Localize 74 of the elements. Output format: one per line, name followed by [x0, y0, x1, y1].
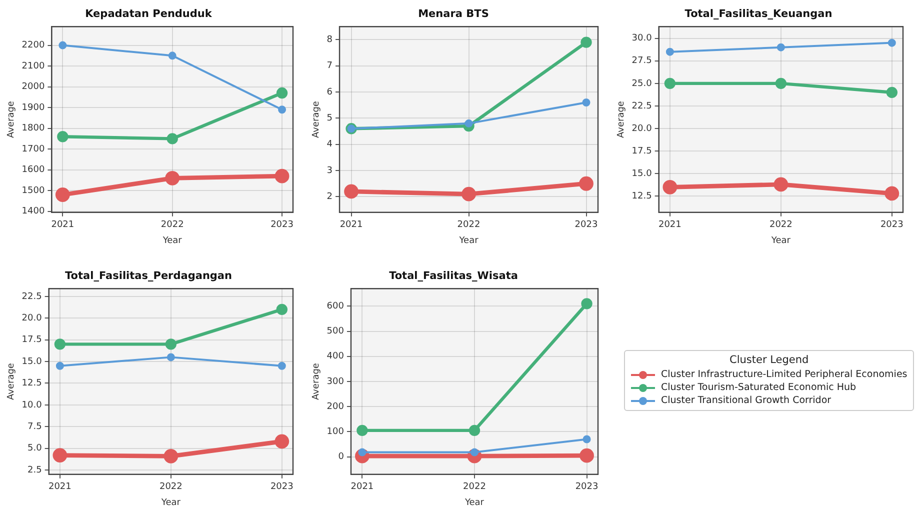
- y-tick-label: 15.0: [632, 168, 652, 179]
- y-tick-label: 6: [326, 87, 333, 98]
- y-tick-label: 4: [326, 140, 333, 150]
- y-tick-label: 1800: [22, 124, 45, 134]
- x-tick-label: 2021: [51, 220, 74, 230]
- y-tick-label: 8: [326, 35, 333, 46]
- y-tick-label: 1500: [22, 186, 45, 196]
- y-tick-label: 5: [326, 114, 333, 124]
- chart-title: Kepadatan Penduduk: [85, 8, 213, 20]
- chart-title: Total_Fasilitas_Wisata: [389, 270, 518, 282]
- y-tick-label: 22.5: [22, 292, 42, 302]
- x-tick-label: 2022: [159, 482, 182, 492]
- y-tick-label: 30.0: [632, 34, 652, 44]
- y-tick-label: 7.5: [28, 422, 42, 432]
- y-tick-label: 17.5: [632, 146, 652, 156]
- legend-label: Cluster Transitional Growth Corridor: [661, 395, 832, 406]
- x-axis-title: Year: [458, 236, 479, 246]
- x-tick-label: 2021: [658, 220, 682, 230]
- x-tick-label: 2023: [270, 220, 294, 230]
- x-axis-title: Year: [160, 498, 181, 508]
- legend-title: Cluster Legend: [728, 354, 810, 366]
- y-tick-label: 12.5: [22, 378, 42, 389]
- y-tick-label: 300: [326, 376, 344, 387]
- x-axis-title: Year: [770, 236, 791, 246]
- y-axis-title: Average: [6, 362, 17, 400]
- y-tick-label: 12.5: [632, 192, 652, 202]
- y-tick-label: 20.0: [22, 313, 42, 324]
- y-tick-label: 1900: [22, 102, 45, 113]
- x-tick-label: 2023: [575, 482, 598, 492]
- x-tick-label: 2021: [350, 482, 374, 492]
- x-axis-title: Year: [162, 236, 182, 246]
- y-tick-label: 100: [326, 427, 344, 438]
- y-axis-title: Average: [616, 100, 627, 138]
- x-tick-label: 2022: [160, 220, 184, 230]
- y-tick-label: 27.5: [632, 56, 652, 66]
- y-tick-label: 1700: [22, 144, 45, 154]
- y-tick-label: 22.5: [632, 101, 652, 112]
- x-axis-title: Year: [464, 498, 484, 508]
- y-axis-title: Average: [312, 100, 322, 138]
- x-tick-label: 2022: [769, 220, 792, 230]
- y-axis-title: Average: [6, 100, 17, 138]
- y-tick-label: 2100: [22, 61, 45, 72]
- y-axis-title: Average: [312, 362, 322, 400]
- x-tick-label: 2021: [340, 220, 363, 230]
- y-tick-label: 25.0: [632, 78, 652, 89]
- x-tick-label: 2021: [48, 482, 72, 492]
- y-tick-label: 10.0: [22, 400, 42, 410]
- y-tick-label: 7: [326, 61, 333, 72]
- y-tick-label: 20.0: [632, 124, 652, 134]
- y-tick-label: 600: [326, 302, 344, 312]
- y-tick-label: 400: [326, 352, 344, 362]
- y-tick-label: 3: [326, 166, 333, 176]
- y-tick-label: 15.0: [22, 356, 42, 367]
- y-tick-label: 17.5: [22, 335, 42, 346]
- x-tick-label: 2023: [574, 220, 598, 230]
- x-tick-label: 2022: [463, 482, 486, 492]
- legend-label: Cluster Tourism-Saturated Economic Hub: [661, 382, 856, 393]
- y-tick-label: 2: [326, 192, 333, 202]
- y-tick-label: 1600: [22, 165, 45, 176]
- y-tick-label: 1400: [22, 206, 45, 217]
- chart-title: Total_Fasilitas_Keuangan: [684, 8, 832, 20]
- chart-title: Menara BTS: [418, 8, 489, 20]
- y-tick-label: 500: [326, 326, 344, 337]
- x-tick-label: 2022: [457, 220, 480, 230]
- y-tick-label: 5.0: [28, 444, 42, 454]
- y-tick-label: 2.5: [28, 465, 42, 476]
- y-tick-label: 0: [338, 452, 344, 462]
- chart-title: Total_Fasilitas_Perdagangan: [65, 270, 232, 282]
- y-tick-label: 2200: [22, 40, 45, 51]
- y-tick-label: 2000: [22, 82, 45, 92]
- y-tick-label: 200: [326, 402, 344, 412]
- x-tick-label: 2023: [880, 220, 904, 230]
- x-tick-label: 2023: [270, 482, 294, 492]
- legend-label: Cluster Infrastructure-Limited Peripheral Economies: [661, 369, 908, 380]
